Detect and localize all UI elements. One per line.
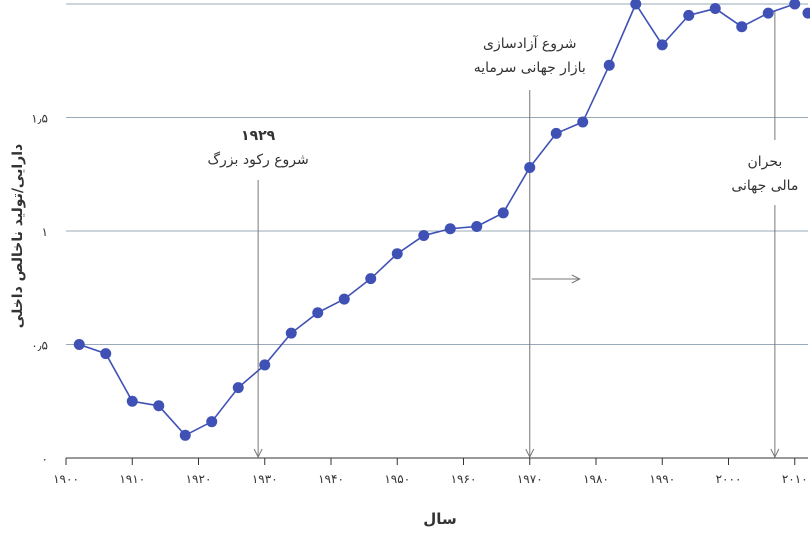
data-point bbox=[683, 9, 695, 21]
annotation-label: مالی جهانی bbox=[731, 178, 798, 194]
data-point bbox=[603, 59, 615, 71]
x-tick-label: ۱۹۷۰ bbox=[517, 472, 543, 486]
data-point bbox=[656, 39, 668, 51]
x-tick-label: ۱۹۵۰ bbox=[384, 472, 410, 486]
data-point bbox=[630, 0, 642, 10]
annotation-label: بازار جهانی سرمایه bbox=[474, 60, 586, 76]
x-tick-label: ۱۹۴۰ bbox=[318, 472, 344, 486]
data-point bbox=[736, 21, 748, 33]
data-point bbox=[312, 307, 324, 319]
annotations: ۱۹۲۹ شروع رکود بزرگ شروع آزادسازی بازار جها… bbox=[207, 10, 798, 459]
y-axis: ۰ ۰٫۵ ۱ ۱٫۵ bbox=[31, 112, 48, 467]
data-point bbox=[179, 429, 191, 441]
data-point bbox=[762, 7, 774, 19]
data-point bbox=[126, 395, 138, 407]
x-tick-label: ۱۹۸۰ bbox=[583, 472, 609, 486]
annotation-label: بحران bbox=[747, 154, 782, 170]
data-point bbox=[802, 7, 810, 19]
x-tick-label: ۱۹۲۰ bbox=[186, 472, 212, 486]
y-tick-label: ۰ bbox=[42, 452, 48, 466]
data-point bbox=[471, 220, 483, 232]
x-tick-label: ۱۹۱۰ bbox=[119, 472, 145, 486]
data-point bbox=[232, 382, 244, 394]
x-tick-label: ۱۹۶۰ bbox=[451, 472, 477, 486]
annotation-arrowhead bbox=[525, 448, 535, 459]
data-point bbox=[444, 223, 456, 235]
annotation-arrowhead bbox=[571, 274, 581, 284]
data-point bbox=[577, 116, 589, 128]
x-tick-label: ۲۰۰۰ bbox=[716, 472, 742, 486]
annotation-label: شروع آزادسازی bbox=[483, 35, 577, 52]
data-point bbox=[497, 207, 509, 219]
y-tick-label: ۰٫۵ bbox=[31, 339, 48, 353]
data-point bbox=[524, 161, 536, 173]
annotation-arrowhead bbox=[253, 448, 263, 459]
y-tick-label: ۱ bbox=[42, 225, 48, 239]
data-point bbox=[73, 339, 85, 350]
x-tick-label: ۲۰۱۰ bbox=[782, 472, 808, 486]
data-point bbox=[391, 248, 403, 260]
series-line bbox=[78, 2, 796, 437]
annotation-label: شروع رکود بزرگ bbox=[207, 150, 308, 168]
data-point bbox=[259, 359, 271, 371]
data-point bbox=[550, 127, 562, 139]
y-tick-label: ۱٫۵ bbox=[31, 112, 48, 126]
annotation-label: ۱۹۲۹ bbox=[241, 128, 276, 144]
data-point bbox=[206, 416, 218, 428]
data-point bbox=[338, 293, 350, 305]
series bbox=[73, 0, 810, 441]
x-tick-label: ۱۹۹۰ bbox=[649, 472, 675, 486]
x-tick-label: ۱۹۰۰ bbox=[53, 472, 79, 486]
x-tick-label: ۱۹۳۰ bbox=[252, 472, 278, 486]
data-point bbox=[789, 0, 801, 10]
data-point bbox=[285, 327, 297, 339]
x-axis: ۱۹۰۰ ۱۹۱۰ ۱۹۲۰ ۱۹۳۰ ۱۹۴۰ ۱۹۵۰ ۱۹۶۰ ۱۹۷۰ ۱۹۸۰ ۱۹۹۰… bbox=[53, 457, 808, 486]
data-point bbox=[365, 273, 377, 285]
data-point bbox=[418, 230, 430, 242]
y-axis-label: دارایی/تولید ناخالص داخلی bbox=[10, 144, 26, 328]
grid bbox=[66, 3, 808, 345]
data-point bbox=[100, 348, 112, 360]
x-axis-label: سال bbox=[423, 510, 456, 528]
data-point bbox=[153, 400, 165, 412]
annotation-arrowhead bbox=[770, 448, 780, 459]
data-point bbox=[709, 3, 721, 15]
